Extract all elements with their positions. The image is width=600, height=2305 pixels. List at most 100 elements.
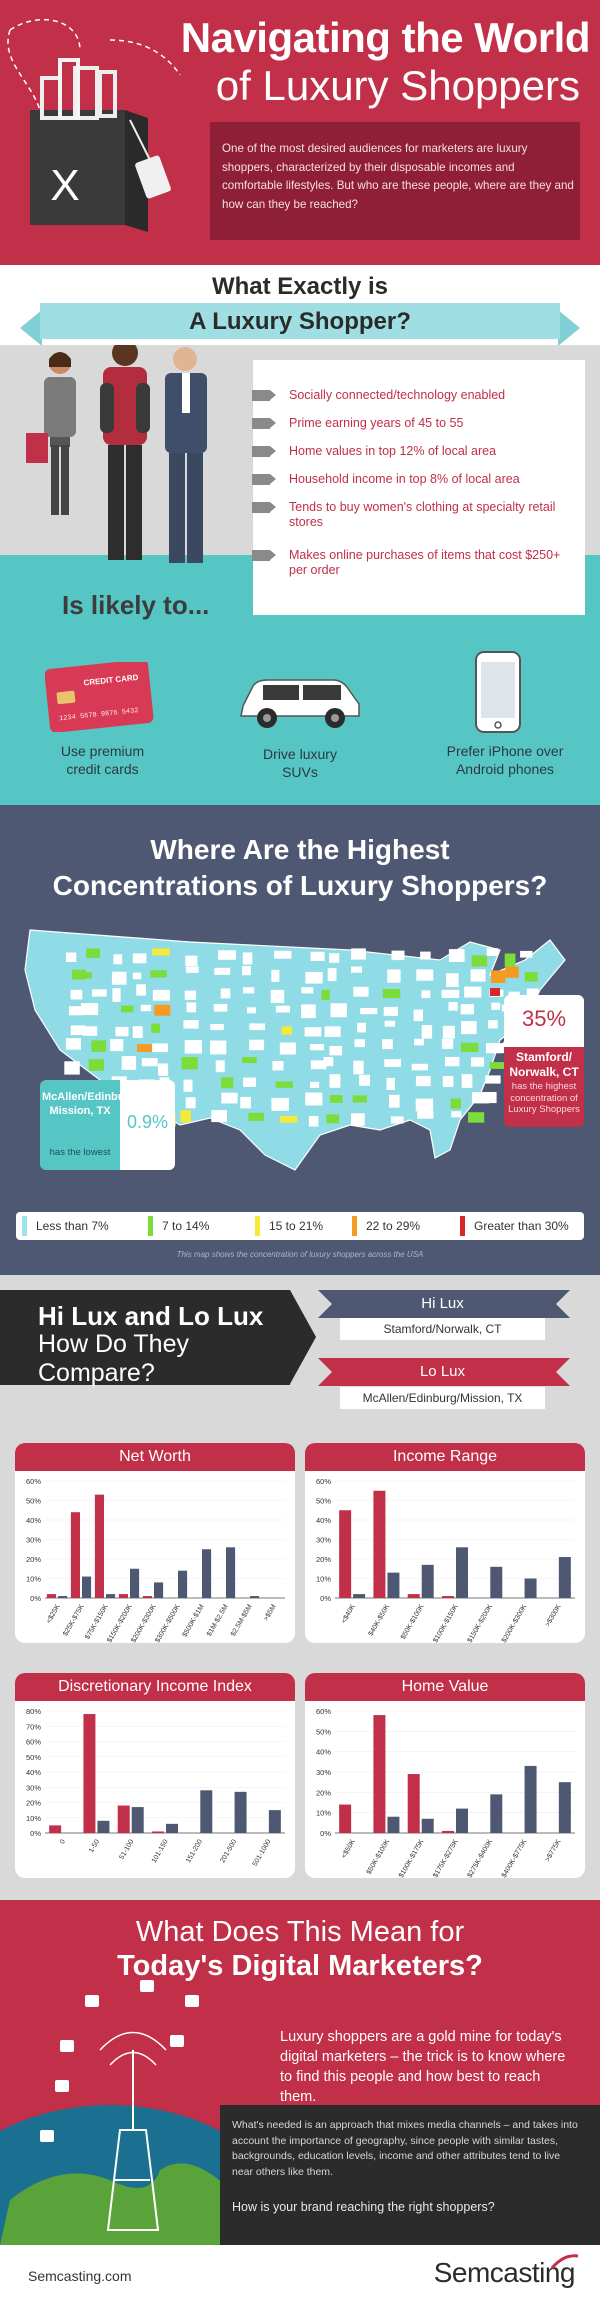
- map-county: [442, 1025, 455, 1039]
- map-county: [242, 966, 251, 976]
- suv-icon: [240, 679, 360, 728]
- bar: [407, 1774, 420, 1833]
- lowest-location: McAllen/Edinburg/ Mission, TX: [42, 1091, 139, 1117]
- bar: [268, 1810, 281, 1833]
- x-tick-label: $275K-$400K: [467, 1838, 495, 1878]
- map-county: [65, 1038, 81, 1050]
- ribbon-left-tail: [20, 310, 42, 346]
- map-county: [65, 952, 77, 962]
- map-county: [414, 1038, 424, 1046]
- map-county: [113, 954, 123, 965]
- bar: [421, 1818, 434, 1833]
- arrow-icon: [252, 474, 276, 485]
- bar: [83, 1714, 96, 1833]
- ribbon-right-tail: [558, 310, 580, 346]
- map-county: [461, 1074, 473, 1088]
- net-worth-chart: 60% 50% 40% 30% 20% 10% 0% <$25K $25K-$75K$75K-$…: [26, 1477, 285, 1643]
- x-tick-label: $300K-$500K: [154, 1603, 182, 1643]
- likely-item-suvs: Drive luxury SUVs: [263, 746, 337, 780]
- bar: [524, 1578, 537, 1598]
- map-county: [321, 989, 330, 1001]
- x-tick-label: <$25K: [45, 1603, 61, 1624]
- map-county: [442, 1076, 454, 1087]
- likely-item-credit-cards: Use premium credit cards: [60, 743, 145, 777]
- y-tick-label: 40%: [316, 1748, 331, 1757]
- y-tick-label: 10%: [316, 1575, 331, 1584]
- map-county: [441, 989, 460, 998]
- bar: [421, 1564, 434, 1598]
- map-county: [384, 1059, 401, 1067]
- map-county: [308, 1115, 319, 1127]
- x-tick-label: $25K-$75K: [62, 1603, 86, 1637]
- map-county: [357, 1022, 366, 1033]
- legend-swatch: [255, 1216, 260, 1236]
- bar: [226, 1547, 236, 1598]
- map-county: [486, 948, 499, 956]
- map-county: [391, 950, 405, 961]
- map-county: [184, 990, 197, 1000]
- map-county: [270, 989, 285, 1004]
- page-title-line2: of Luxury Shoppers: [215, 62, 580, 109]
- bar: [456, 1808, 468, 1833]
- x-tick-label: $2.5M-$5M: [230, 1603, 254, 1637]
- map-county: [329, 953, 340, 963]
- highest-location: Stamford/ Norwalk, CT: [509, 1050, 579, 1079]
- x-tick-label: >$775K: [544, 1838, 562, 1863]
- x-tick-label: 0: [59, 1838, 67, 1845]
- semcasting-logo: Semcasting: [433, 2257, 576, 2288]
- y-tick-label: 40%: [316, 1516, 331, 1525]
- x-tick-label: $100K-$150K: [432, 1603, 460, 1643]
- bar: [106, 1594, 116, 1598]
- meaning-title-line2: Today's Digital Marketers?: [117, 1950, 483, 1982]
- map-county: [271, 969, 280, 982]
- map-county: [181, 1057, 198, 1070]
- map-county: [218, 950, 236, 960]
- map-county: [279, 1115, 298, 1123]
- map-county: [221, 1077, 234, 1089]
- x-tick-label: <$40K: [341, 1603, 357, 1624]
- compare-title-line1: Hi Lux and Lo Lux: [38, 1301, 264, 1331]
- bar: [250, 1596, 260, 1598]
- definition-ribbon: [40, 303, 560, 339]
- hi-lux-ribbon: [318, 1290, 570, 1318]
- map-county: [486, 1043, 504, 1054]
- map-county: [471, 955, 488, 967]
- map-county: [140, 1004, 152, 1012]
- legend-swatch: [460, 1216, 465, 1236]
- highest-callout: [504, 995, 584, 1127]
- map-county: [213, 1003, 228, 1012]
- bar: [234, 1791, 247, 1833]
- home-value-chart: 60% 50% 40% 30% 20% 10% 0% <$50K $50K-$100K $100K…: [316, 1707, 575, 1878]
- x-tick-label: >$5M: [263, 1603, 278, 1622]
- footer-url-link[interactable]: Semcasting.com: [28, 2268, 132, 2284]
- x-tick-label: 101-150: [151, 1838, 170, 1864]
- map-county: [330, 1003, 347, 1018]
- map-county: [141, 1058, 158, 1067]
- map-county: [491, 1002, 501, 1010]
- map-county: [83, 1026, 98, 1036]
- bar: [373, 1715, 386, 1833]
- bar: [178, 1570, 188, 1598]
- y-tick-label: 50%: [26, 1497, 41, 1506]
- y-tick-label: 60%: [26, 1738, 41, 1747]
- map-county: [242, 952, 253, 965]
- meaning-title-line1: What Does This Mean for: [135, 1916, 465, 1948]
- bar: [442, 1596, 454, 1598]
- map-county: [71, 969, 86, 980]
- chart-title: Discretionary Income Index: [15, 1673, 295, 1701]
- map-note: This map shows the concentration of luxu…: [176, 1250, 424, 1259]
- x-tick-label: $50K-$100K: [400, 1603, 426, 1640]
- chart-title: Income Range: [305, 1443, 585, 1471]
- bar: [387, 1816, 400, 1833]
- map-county: [445, 1056, 460, 1067]
- map-county: [520, 950, 533, 958]
- bar: [387, 1572, 400, 1598]
- bar: [339, 1804, 352, 1833]
- x-tick-label: $150K-$200K: [467, 1603, 495, 1643]
- bar: [353, 1594, 366, 1598]
- map-county: [464, 986, 482, 998]
- map-county: [115, 1026, 129, 1037]
- x-tick-label: <$50K: [341, 1838, 357, 1859]
- map-county: [451, 1111, 462, 1118]
- map-county: [301, 1004, 316, 1019]
